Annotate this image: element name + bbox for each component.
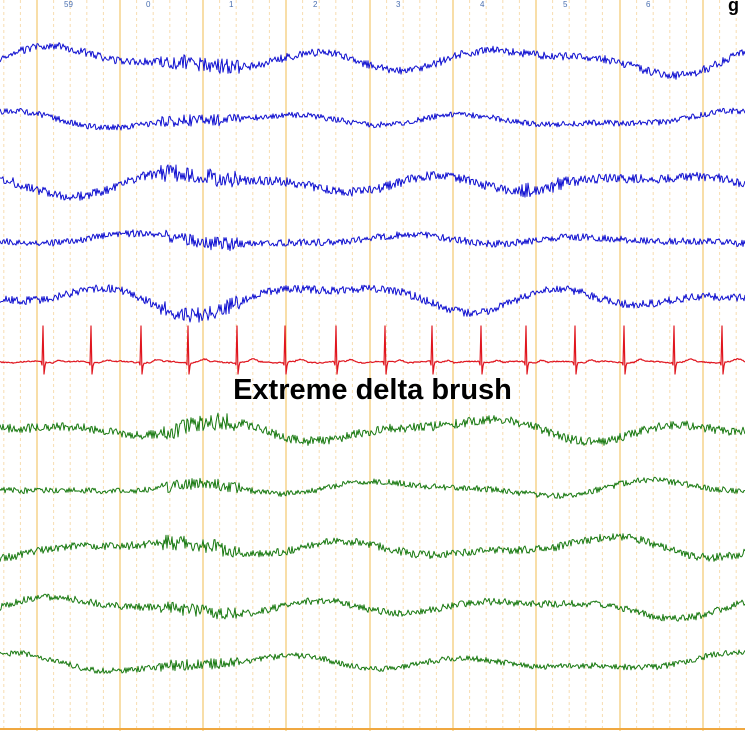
figure-caption: Extreme delta brush: [233, 374, 512, 406]
time-tick-label: 5: [563, 0, 568, 9]
eeg-trace-lower: [0, 476, 745, 500]
eeg-trace-lower: [0, 533, 745, 562]
eeg-trace-lower: [0, 412, 745, 446]
trace-layer: [0, 42, 745, 674]
eeg-trace-upper: [0, 164, 745, 201]
eeg-trace-upper: [0, 229, 745, 252]
time-tick-label: 2: [313, 0, 318, 9]
ecg-trace: [0, 325, 745, 375]
time-tick-label: 3: [396, 0, 401, 9]
eeg-trace-lower: [0, 649, 745, 674]
eeg-trace-upper: [0, 42, 745, 80]
baseline-bar: [0, 728, 745, 730]
eeg-trace-upper: [0, 284, 745, 323]
eeg-trace-upper: [0, 107, 745, 131]
eeg-trace-lower: [0, 593, 745, 622]
time-tick-label: 6: [646, 0, 651, 9]
corner-letter: g: [728, 0, 739, 15]
time-tick-label: 1: [229, 0, 234, 9]
time-tick-label: 0: [146, 0, 151, 9]
time-tick-label: 4: [480, 0, 485, 9]
time-tick-label: 59: [64, 0, 73, 9]
